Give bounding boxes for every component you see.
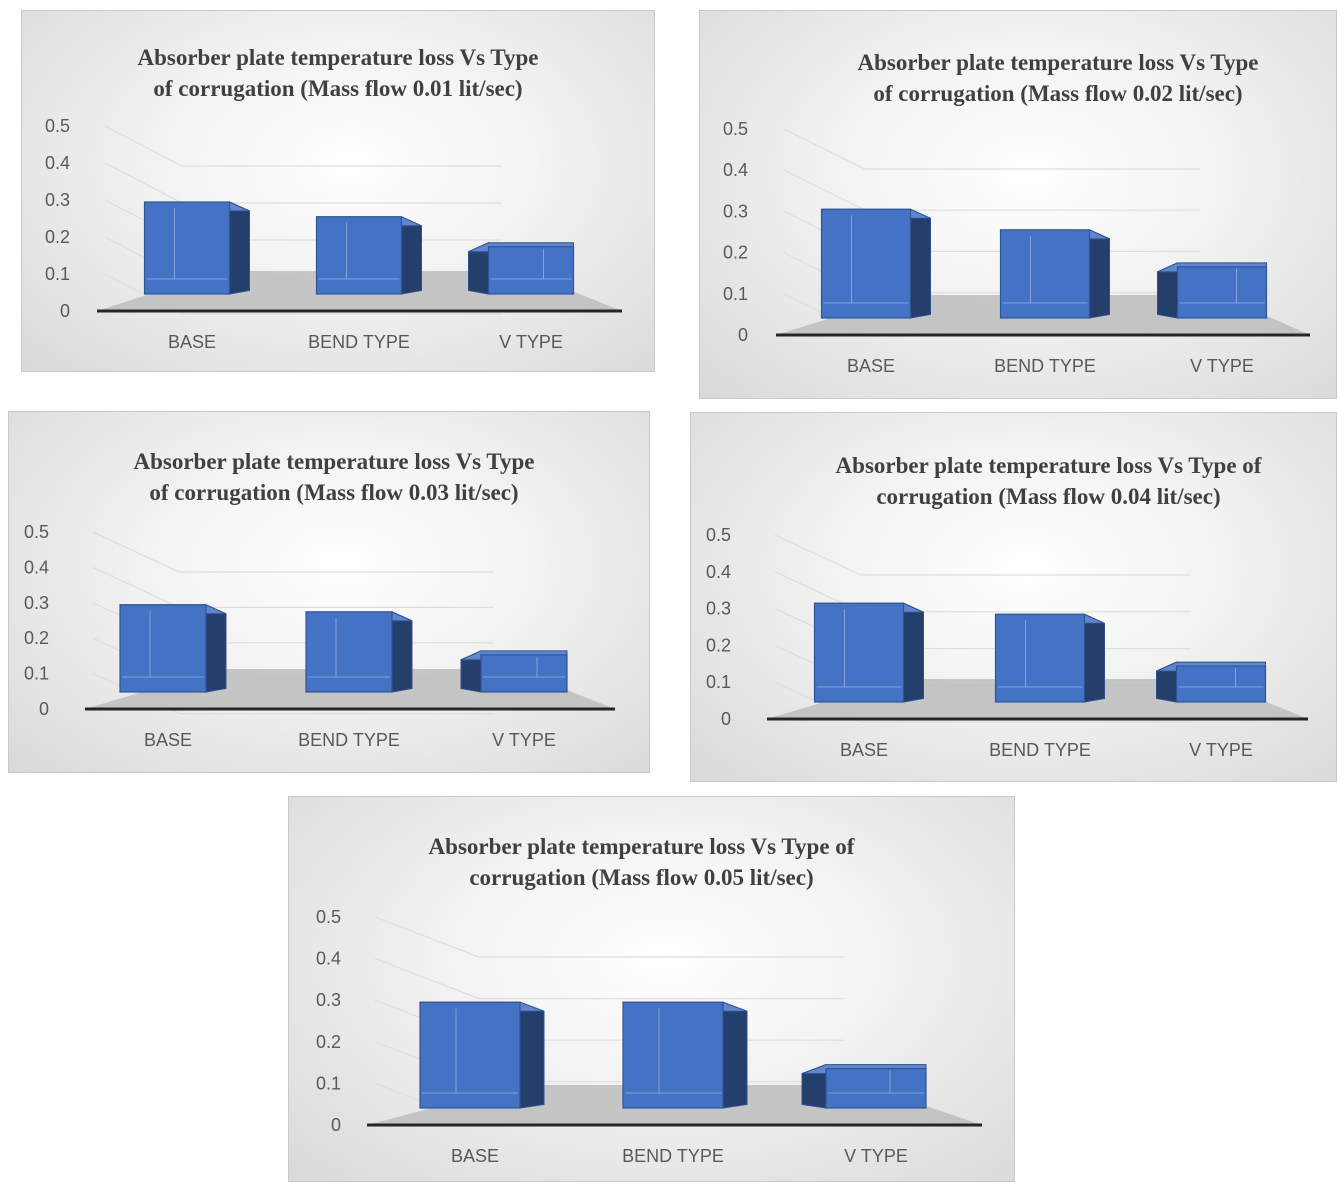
y-tick-label: 0.5 [723,119,748,139]
bar [820,208,931,319]
gridline [104,273,502,315]
chart-title: Absorber plate temperature loss Vs Type … [857,50,1259,106]
bar [460,650,568,693]
gridline [374,958,844,1000]
gridline [783,169,1200,211]
y-tick-label: 0.3 [706,599,731,619]
bar [1157,262,1268,319]
gridline [774,681,1191,723]
chart-plot-4: 0 0.1 0.2 0.3 0.4 0.5 BASE BEND TYPE V TYPE [706,525,1308,760]
chart-plot-3: 0 0.1 0.2 0.3 0.4 0.5 BASE BEND TYPE V TYPE [24,522,615,750]
x-category-label: BASE [847,356,895,376]
y-tick-label: 0.2 [723,243,748,263]
gridline [92,531,494,573]
y-tick-label: 0.1 [316,1073,341,1093]
gridline [774,534,1191,576]
x-category-label: BASE [840,740,888,760]
y-tick-label: 0.2 [706,635,731,655]
y-tick-label: 0.3 [45,190,70,210]
y-tick-label: 0.4 [45,153,70,173]
bar [468,241,575,295]
chart-panel-3: Absorber plate temperature loss Vs Type … [8,411,650,773]
y-tick-label: 0.2 [45,227,70,247]
chart-title: Absorber plate temperature loss Vs Type … [133,449,535,505]
gridline [104,162,502,204]
y-tick-label: 0.3 [316,990,341,1010]
x-category-label: V TYPE [499,332,563,352]
y-tick-label: 0.3 [723,201,748,221]
bar [622,1001,748,1109]
y-tick-label: 0.1 [24,664,49,684]
bar [315,216,422,295]
bar [419,1001,545,1109]
y-tick-label: 0 [721,709,731,729]
y-tick-label: 0.2 [316,1032,341,1052]
y-tick-label: 0.5 [316,907,341,927]
bar [305,611,413,693]
y-tick-label: 0.5 [24,522,49,542]
x-category-label: BASE [451,1146,499,1166]
x-category-label: BEND TYPE [298,730,400,750]
y-tick-label: 0 [60,301,70,321]
y-tick-label: 0.4 [316,949,341,969]
x-category-label: V TYPE [844,1146,908,1166]
x-category-label: BEND TYPE [622,1146,724,1166]
bar [143,201,250,295]
x-category-label: BEND TYPE [994,356,1096,376]
x-category-label: V TYPE [1190,356,1254,376]
y-tick-label: 0.1 [45,264,70,284]
y-tick-label: 0.1 [706,672,731,692]
bar [994,613,1105,703]
x-category-label: V TYPE [1189,740,1253,760]
chart-plot-1: 0 0.1 0.2 0.3 0.4 0.5 BASE BEND TYPE V TYPE [45,116,622,352]
chart-title: Absorber plate temperature loss Vs Type … [137,45,539,101]
x-category-label: V TYPE [492,730,556,750]
y-tick-label: 0.1 [723,284,748,304]
gridline [92,566,494,608]
x-category-label: BASE [144,730,192,750]
bar [1156,661,1267,703]
y-tick-label: 0.5 [706,525,731,545]
chart-panel-1: Absorber plate temperature loss Vs Type … [21,10,655,372]
gridline [374,916,844,958]
y-tick-label: 0.4 [723,160,748,180]
gridline [783,128,1200,170]
bar [999,229,1110,319]
bar [119,604,227,693]
chart-panel-2: Absorber plate temperature loss Vs Type … [699,10,1337,399]
chart-plot-5: 0 0.1 0.2 0.3 0.4 0.5 BASE BEND TYPE V TYPE [316,907,982,1166]
y-tick-label: 0.2 [24,628,49,648]
x-category-label: BEND TYPE [308,332,410,352]
x-category-label: BEND TYPE [989,740,1091,760]
chart-panel-5: Absorber plate temperature loss Vs Type … [288,796,1015,1182]
gridline [104,125,502,167]
y-tick-label: 0.3 [24,593,49,613]
y-tick-label: 0 [738,325,748,345]
bar [813,602,924,703]
x-category-label: BASE [168,332,216,352]
y-tick-label: 0 [39,699,49,719]
y-tick-label: 0.5 [45,116,70,136]
bar [801,1063,927,1109]
y-tick-label: 0.4 [24,557,49,577]
chart-title: Absorber plate temperature loss Vs Type … [428,834,855,890]
chart-panel-4: Absorber plate temperature loss Vs Type … [690,412,1337,782]
y-tick-label: 0.4 [706,562,731,582]
chart-title: Absorber plate temperature loss Vs Type … [835,453,1262,509]
y-tick-label: 0 [331,1115,341,1135]
chart-plot-2: 0 0.1 0.2 0.3 0.4 0.5 BASE BEND TYPE V TYPE [723,119,1310,376]
